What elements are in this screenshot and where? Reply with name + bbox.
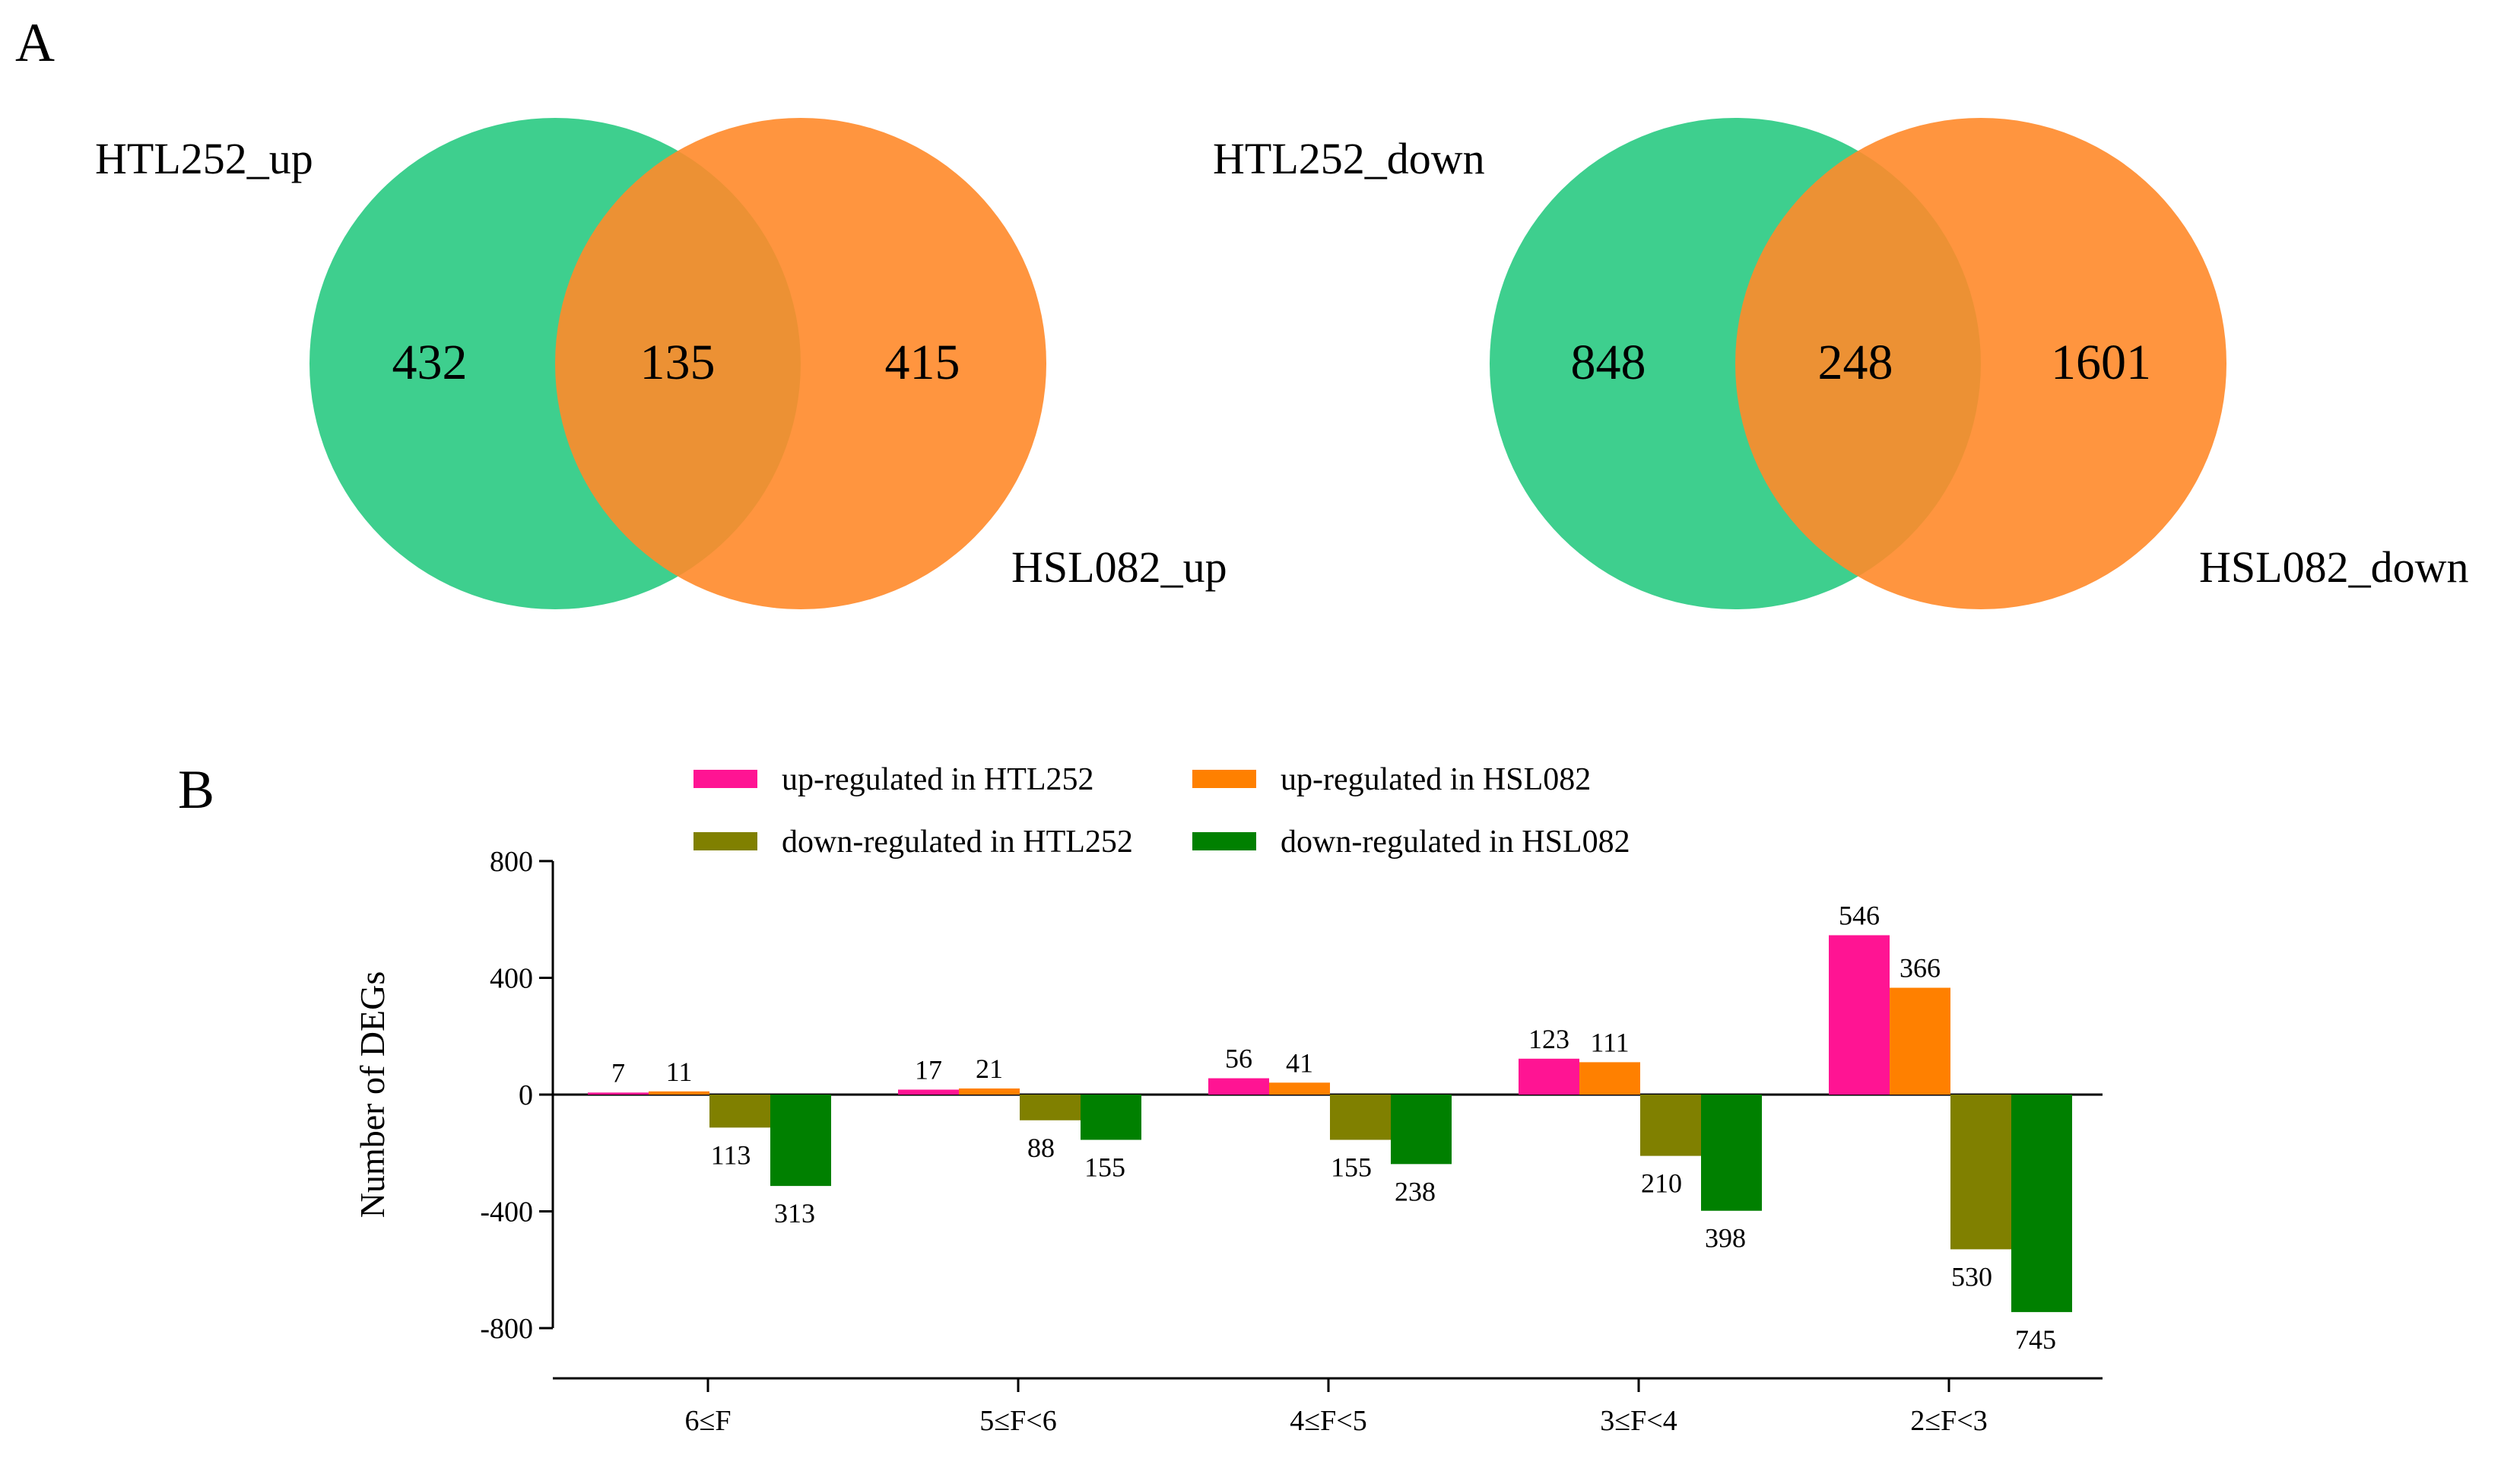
venn-down-left-count: 848 xyxy=(1571,335,1646,390)
bar-label-2-4: 111 xyxy=(1590,1027,1629,1057)
panel-a-label: A xyxy=(15,12,55,73)
bar-1-3 xyxy=(1208,1078,1269,1095)
bar-1-1 xyxy=(588,1092,649,1095)
venn-up-left-count: 432 xyxy=(392,335,468,390)
venn-down-right-set-label: HSL082_down xyxy=(2199,542,2468,592)
bar-label-2-5: 366 xyxy=(1900,953,1941,984)
venn-down-right-circle xyxy=(1735,118,2226,609)
bar-label-4-1: 313 xyxy=(774,1198,815,1228)
bar-2-5 xyxy=(1890,987,1950,1095)
bar-label-1-5: 546 xyxy=(1839,900,1880,930)
legend-swatch-3 xyxy=(693,832,757,850)
venn-down-overlap-count: 248 xyxy=(1818,335,1893,390)
venn-up: HTL252_up HSL082_up 432 135 415 xyxy=(95,118,1227,609)
bar-4-1 xyxy=(770,1095,831,1187)
y-tick-label-5: -800 xyxy=(480,1313,533,1345)
panel-b-label: B xyxy=(178,759,214,820)
legend-label-3: down-regulated in HTL252 xyxy=(782,825,1133,860)
y-tick-label-3: 0 xyxy=(519,1079,533,1111)
bar-label-1-2: 17 xyxy=(915,1054,942,1085)
bar-label-4-4: 398 xyxy=(1705,1223,1746,1254)
bar-4-2 xyxy=(1081,1095,1141,1140)
venn-down-right-count: 1601 xyxy=(2051,335,2151,390)
bar-3-4 xyxy=(1640,1095,1701,1156)
y-axis-title: Number of DEGs xyxy=(353,971,392,1219)
legend-label-1: up-regulated in HTL252 xyxy=(782,762,1094,797)
bar-label-4-3: 238 xyxy=(1395,1176,1436,1206)
bar-label-2-2: 21 xyxy=(976,1054,1003,1084)
x-tick-label-4: 3≤F<4 xyxy=(1600,1405,1677,1437)
venn-up-right-set-label: HSL082_up xyxy=(1011,542,1227,592)
venn-up-left-set-label: HTL252_up xyxy=(95,134,313,183)
bar-4-4 xyxy=(1701,1095,1762,1211)
bar-2-3 xyxy=(1269,1082,1330,1095)
legend-label-4: down-regulated in HSL082 xyxy=(1281,825,1630,860)
bar-label-1-4: 123 xyxy=(1528,1024,1569,1054)
bar-label-1-3: 56 xyxy=(1225,1044,1252,1074)
y-tick-label-1: 800 xyxy=(490,846,533,878)
bar-label-3-3: 155 xyxy=(1331,1152,1372,1182)
y-tick-label-2: 400 xyxy=(490,963,533,995)
y-tick-label-4: -400 xyxy=(480,1197,533,1228)
legend-swatch-1 xyxy=(693,770,757,788)
bar-2-1 xyxy=(649,1091,709,1095)
legend-swatch-4 xyxy=(1192,832,1256,850)
venn-down-left-set-label: HTL252_down xyxy=(1213,134,1485,183)
legend-swatch-2 xyxy=(1192,770,1256,788)
bar-label-3-1: 113 xyxy=(711,1139,751,1170)
bar-label-3-5: 530 xyxy=(1951,1261,1992,1292)
bar-4-3 xyxy=(1391,1095,1452,1165)
bar-2-2 xyxy=(959,1088,1020,1095)
bar-3-1 xyxy=(709,1095,770,1128)
bar-1-4 xyxy=(1519,1058,1579,1095)
x-tick-label-1: 6≤F xyxy=(685,1405,732,1437)
bar-1-5 xyxy=(1829,935,1890,1095)
bar-3-3 xyxy=(1330,1095,1391,1140)
bar-label-4-2: 155 xyxy=(1084,1152,1125,1182)
venn-down: HTL252_down HSL082_down 848 248 1601 xyxy=(1213,118,2468,609)
x-tick-label-5: 2≤F<3 xyxy=(1910,1405,1987,1437)
bar-label-2-1: 11 xyxy=(666,1057,693,1087)
bar-3-2 xyxy=(1020,1095,1081,1120)
x-tick-label-3: 4≤F<5 xyxy=(1290,1405,1366,1437)
venn-up-right-circle xyxy=(555,118,1046,609)
venn-up-right-count: 415 xyxy=(885,335,960,390)
bar-label-1-1: 7 xyxy=(611,1057,625,1088)
bar-label-4-5: 745 xyxy=(2015,1324,2056,1355)
venn-up-overlap-count: 135 xyxy=(640,335,716,390)
bar-3-5 xyxy=(1950,1095,2011,1250)
x-tick-label-2: 5≤F<6 xyxy=(979,1405,1056,1437)
bar-label-3-4: 210 xyxy=(1641,1168,1682,1199)
bar-2-4 xyxy=(1579,1062,1640,1095)
legend-label-2: up-regulated in HSL082 xyxy=(1281,762,1591,797)
chart-legend: up-regulated in HTL252 up-regulated in HS… xyxy=(693,762,1630,860)
bar-label-2-3: 41 xyxy=(1286,1047,1313,1078)
bar-label-3-2: 88 xyxy=(1027,1133,1055,1163)
bar-4-5 xyxy=(2011,1095,2072,1312)
bar-1-2 xyxy=(898,1089,959,1095)
bar-chart: 800 400 0 -400 -800 Number of DEGs 7 11 113 313 17… xyxy=(353,846,2103,1437)
